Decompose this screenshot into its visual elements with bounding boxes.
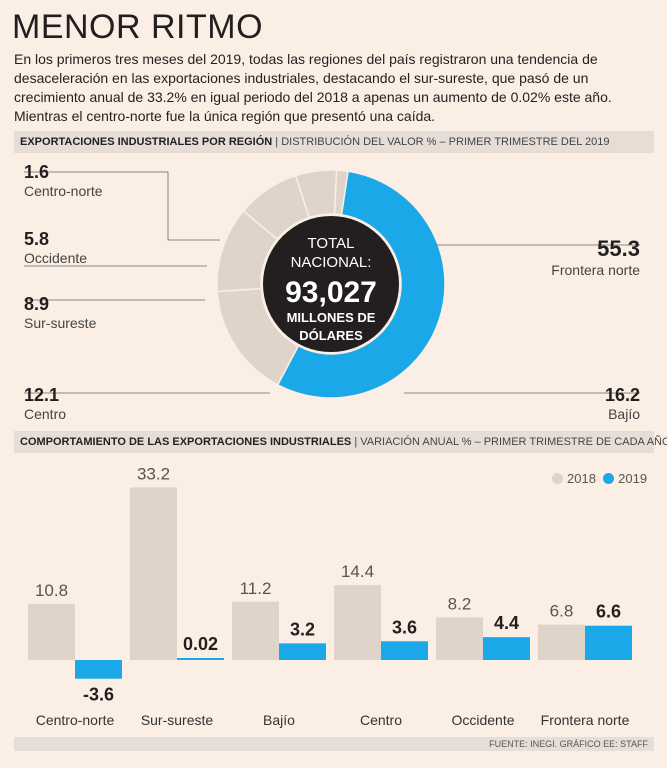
- bar-2018-frontera-norte: [538, 624, 585, 660]
- category-label: Sur-sureste: [141, 712, 214, 728]
- bar-value-label: 3.6: [392, 617, 417, 637]
- category-label: Occidente: [451, 712, 514, 728]
- donut-region: Sur-sureste: [24, 315, 97, 331]
- bar-2018-centro-norte: [28, 603, 75, 660]
- donut-region: Frontera norte: [551, 262, 640, 278]
- donut-label-centro: 12.1 Centro: [24, 385, 66, 422]
- donut-value: 5.8: [24, 229, 50, 249]
- donut-value: 12.1: [24, 385, 60, 405]
- bar-value-label: 4.4: [494, 613, 519, 633]
- bar-value-label: 10.8: [35, 581, 68, 600]
- bar-value-label: 11.2: [240, 579, 272, 598]
- page-title: MENOR RITMO: [12, 8, 264, 46]
- donut-center-text: TOTAL: [308, 235, 355, 252]
- category-label: Frontera norte: [541, 712, 630, 728]
- bar-value-label: -3.6: [83, 685, 114, 705]
- legend-label-2018: 2018: [567, 471, 596, 486]
- bar-2018-centro: [334, 585, 381, 660]
- legend: 2018 2019: [552, 471, 647, 486]
- donut-center-text: MILLONES DE: [287, 310, 376, 325]
- section-heading: EXPORTACIONES INDUSTRIALES POR REGIÓN: [20, 136, 273, 148]
- donut-label-sur-sureste: 8.9 Sur-sureste: [24, 294, 96, 331]
- bar-chart: 10.8 -3.6 Centro-norte 33.2 0.02 Sur-sureste 1…: [28, 464, 632, 728]
- bar-2018-occidente: [436, 617, 483, 660]
- bar-2018-sur-sureste: [130, 487, 177, 660]
- legend-swatch-2018: [552, 473, 563, 484]
- category-label: Bajío: [263, 712, 295, 728]
- donut-center: [263, 216, 399, 352]
- section-subheading: DISTRIBUCIÓN DEL VALOR % – PRIMER TRIMES…: [281, 136, 610, 148]
- bar-2019-centro: [381, 641, 428, 660]
- donut-center-text: NACIONAL:: [291, 254, 372, 271]
- donut-region: Bajío: [608, 406, 640, 422]
- bar-value-label: 0.02: [183, 634, 218, 654]
- bar-2018-baj-o: [232, 601, 279, 660]
- donut-label-bajio: 16.2 Bajío: [605, 385, 640, 422]
- section-subheading: VARIACIÓN ANUAL % – PRIMER TRIMESTRE DE …: [360, 436, 667, 448]
- donut-label-frontera-norte: 55.3 Frontera norte: [551, 236, 640, 278]
- donut-label-centro-norte: 1.6 Centro-norte: [24, 162, 103, 199]
- category-label: Centro: [360, 712, 402, 728]
- bar-value-label: 8.2: [448, 594, 472, 613]
- leader-line: [24, 171, 220, 241]
- bar-value-label: 33.2: [137, 464, 170, 483]
- bar-2019-occidente: [483, 637, 530, 660]
- donut-value: 55.3: [597, 236, 640, 261]
- donut-label-occidente: 5.8 Occidente: [24, 229, 87, 266]
- donut-center-text: 93,027: [285, 276, 377, 309]
- donut-region: Occidente: [24, 250, 88, 266]
- bar-value-label: 6.6: [596, 602, 621, 622]
- donut-slice-frontera-norte: [276, 170, 446, 399]
- donut-value: 16.2: [604, 385, 640, 405]
- source-credit: FUENTE: INEGI. GRÁFICO EE: STAFF: [14, 737, 654, 751]
- intro-text: En los primeros tres meses del 2019, tod…: [14, 51, 612, 124]
- bar-2019-centro-norte: [75, 660, 122, 679]
- bar-2019-sur-sureste: [177, 658, 224, 660]
- section-header-region: EXPORTACIONES INDUSTRIALES POR REGIÓN | …: [14, 131, 654, 153]
- category-label: Centro-norte: [36, 712, 115, 728]
- donut-slice-centro-norte: [333, 169, 349, 216]
- donut-region: Centro: [24, 406, 67, 422]
- bar-value-label: 6.8: [550, 602, 574, 621]
- bar-2019-frontera-norte: [585, 625, 632, 660]
- donut-region: Centro-norte: [24, 183, 103, 199]
- donut-center-text: DÓLARES: [299, 328, 363, 343]
- bar-value-label: 14.4: [341, 562, 374, 581]
- donut-value: 8.9: [24, 294, 50, 314]
- bar-2019-baj-o: [279, 643, 326, 660]
- bar-value-label: 3.2: [290, 619, 315, 639]
- section-header-behavior: COMPORTAMIENTO DE LAS EXPORTACIONES INDU…: [14, 431, 667, 453]
- donut-value: 1.6: [24, 162, 50, 182]
- section-heading: COMPORTAMIENTO DE LAS EXPORTACIONES INDU…: [20, 436, 352, 448]
- legend-label-2019: 2019: [618, 471, 648, 486]
- legend-swatch-2019: [603, 473, 615, 484]
